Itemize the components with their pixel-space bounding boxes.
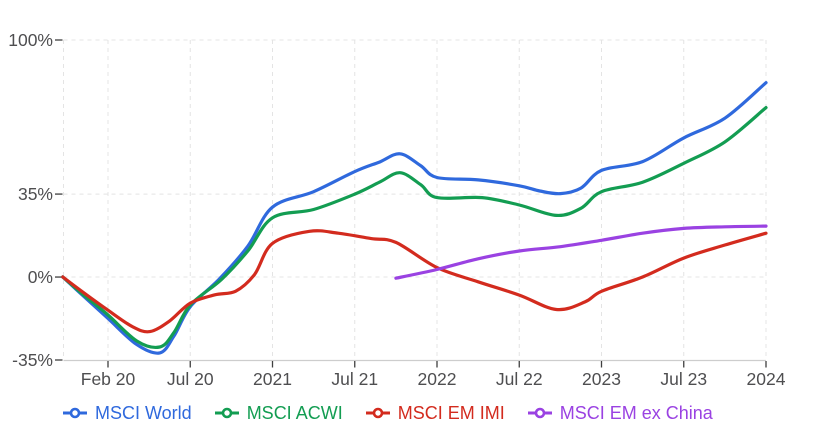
series-line-msci-acwi[interactable] bbox=[61, 106, 768, 349]
legend-item-msci-acwi[interactable]: MSCI ACWI bbox=[214, 401, 343, 425]
legend-item-msci-world[interactable]: MSCI World bbox=[62, 401, 192, 425]
series-line-msci-em-ex-china[interactable] bbox=[394, 224, 768, 280]
legend-label: MSCI World bbox=[95, 403, 192, 423]
series-line-msci-em-imi[interactable] bbox=[61, 229, 768, 334]
x-tick-label: 2022 bbox=[418, 369, 457, 389]
legend-label: MSCI ACWI bbox=[246, 403, 343, 423]
y-tick-label: -35% bbox=[12, 350, 53, 370]
legend-item-msci-em-ex-china[interactable]: MSCI EM ex China bbox=[527, 401, 713, 425]
x-tick-label: 2023 bbox=[582, 369, 621, 389]
y-tick-label: 100% bbox=[8, 30, 53, 50]
x-tick-label: Feb 20 bbox=[81, 369, 136, 389]
y-tick-label: 0% bbox=[28, 267, 53, 287]
chart-plot-area: 100% 35% 0% -35% Feb 20 Jul 20 2021 Jul 21 2022 J… bbox=[8, 30, 786, 389]
legend-label: MSCI EM ex China bbox=[559, 403, 713, 423]
legend-item-msci-em-imi[interactable]: MSCI EM IMI bbox=[365, 401, 505, 425]
series-line-msci-world[interactable] bbox=[61, 81, 768, 355]
x-tick-label: Jul 23 bbox=[660, 369, 707, 389]
chart-legend: MSCI World MSCI ACWI MSCI EM IMI MSCI EM… bbox=[0, 392, 819, 444]
x-tick-label: 2021 bbox=[253, 369, 292, 389]
legend-line-marker-icon bbox=[214, 407, 239, 419]
x-tick-label: 2024 bbox=[747, 369, 786, 389]
x-tick-label: Jul 20 bbox=[167, 369, 214, 389]
legend-label: MSCI EM IMI bbox=[397, 403, 505, 423]
legend-line-marker-icon bbox=[365, 407, 390, 419]
x-tick-label: Jul 22 bbox=[496, 369, 543, 389]
x-tick-label: Jul 21 bbox=[331, 369, 378, 389]
legend-line-marker-icon bbox=[63, 407, 87, 419]
y-tick-label: 35% bbox=[18, 184, 53, 204]
legend-line-marker-icon bbox=[527, 407, 552, 419]
